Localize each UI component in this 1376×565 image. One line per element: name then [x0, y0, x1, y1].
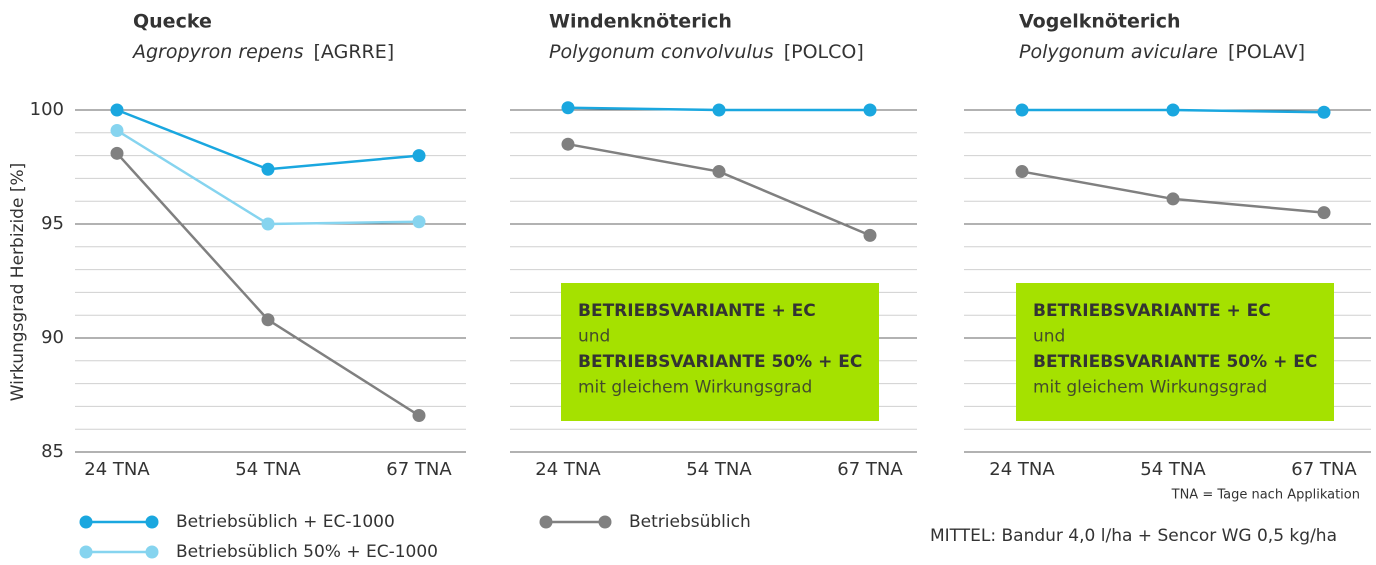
- legend-marker: [539, 515, 553, 529]
- panel-subtitle: Polygonum aviculare [POLAV]: [1019, 41, 1305, 63]
- legend-label: Betriebsüblich: [629, 512, 751, 532]
- legend-marker: [79, 545, 93, 559]
- series-line: [116, 129, 420, 226]
- data-point: [110, 103, 124, 117]
- annotation-line: BETRIEBSVARIANTE 50% + EC: [578, 352, 862, 372]
- x-tick-label: 24 TNA: [989, 459, 1055, 480]
- panel-title: Windenknöterich: [549, 11, 732, 33]
- x-tick-label: 24 TNA: [84, 459, 150, 480]
- series-line: [567, 142, 871, 237]
- data-point: [261, 313, 275, 327]
- data-point: [1015, 165, 1029, 179]
- data-point: [561, 137, 575, 151]
- x-tick-label: 67 TNA: [1291, 459, 1357, 480]
- y-tick-label: 90: [41, 327, 64, 348]
- data-point: [110, 124, 124, 138]
- x-tick-label: 67 TNA: [386, 459, 452, 480]
- annotation-line: BETRIEBSVARIANTE 50% + EC: [1033, 352, 1317, 372]
- x-tick-label: 24 TNA: [535, 459, 601, 480]
- series-line: [116, 108, 420, 171]
- annotation-line: BETRIEBSVARIANTE + EC: [1033, 301, 1271, 321]
- species: Polygonum convolvulus: [549, 41, 774, 63]
- code: [AGRRE]: [314, 41, 395, 63]
- data-point: [412, 215, 426, 229]
- x-tick-label: 67 TNA: [837, 459, 903, 480]
- legend-label: Betriebsüblich + EC-1000: [176, 512, 395, 532]
- legend-marker: [79, 515, 93, 529]
- footnote: TNA = Tage nach Applikation: [1171, 488, 1360, 503]
- species: Agropyron repens: [131, 41, 304, 63]
- annotation-box: [1016, 283, 1334, 421]
- y-tick-label: 85: [41, 441, 64, 462]
- data-point: [863, 228, 877, 242]
- panel-subtitle: Agropyron repens [AGRRE]: [131, 41, 394, 63]
- annotation-line: und: [1033, 327, 1065, 347]
- annotation-line: und: [578, 327, 610, 347]
- data-point: [261, 217, 275, 231]
- species: Polygonum aviculare: [1019, 41, 1218, 63]
- data-point: [412, 149, 426, 163]
- note: MITTEL: Bandur 4,0 l/ha + Sencor WG 0,5 …: [930, 526, 1337, 546]
- data-point: [412, 409, 426, 423]
- legend-marker: [145, 515, 159, 529]
- x-tick-label: 54 TNA: [1140, 459, 1206, 480]
- data-point: [1015, 103, 1029, 117]
- y-axis-label: Wirkungsgrad Herbizide [%]: [8, 163, 28, 402]
- legend-marker: [145, 545, 159, 559]
- legend-label: Betriebsüblich 50% + EC-1000: [176, 542, 438, 562]
- data-point: [261, 162, 275, 176]
- y-tick-label: 95: [41, 213, 64, 234]
- annotation-line: mit gleichem Wirkungsgrad: [1033, 378, 1267, 398]
- annotation-box: [561, 283, 879, 421]
- data-point: [1317, 206, 1331, 220]
- panel-title: Vogelknöterich: [1019, 11, 1181, 33]
- data-point: [110, 146, 124, 160]
- code: [POLCO]: [784, 41, 864, 63]
- data-point: [863, 103, 877, 117]
- data-point: [1166, 103, 1180, 117]
- y-tick-label: 100: [30, 99, 64, 120]
- legend-marker: [598, 515, 612, 529]
- data-point: [712, 103, 726, 117]
- series-line: [1021, 170, 1325, 214]
- series-line: [116, 152, 420, 417]
- annotation-line: mit gleichem Wirkungsgrad: [578, 378, 812, 398]
- code: [POLAV]: [1228, 41, 1305, 63]
- data-point: [1166, 192, 1180, 206]
- x-tick-label: 54 TNA: [235, 459, 301, 480]
- panel-subtitle: Polygonum convolvulus [POLCO]: [549, 41, 864, 63]
- panel-title: Quecke: [133, 11, 212, 33]
- x-tick-label: 54 TNA: [686, 459, 752, 480]
- data-point: [1317, 105, 1331, 119]
- data-point: [712, 165, 726, 179]
- data-point: [561, 101, 575, 115]
- annotation-line: BETRIEBSVARIANTE + EC: [578, 301, 816, 321]
